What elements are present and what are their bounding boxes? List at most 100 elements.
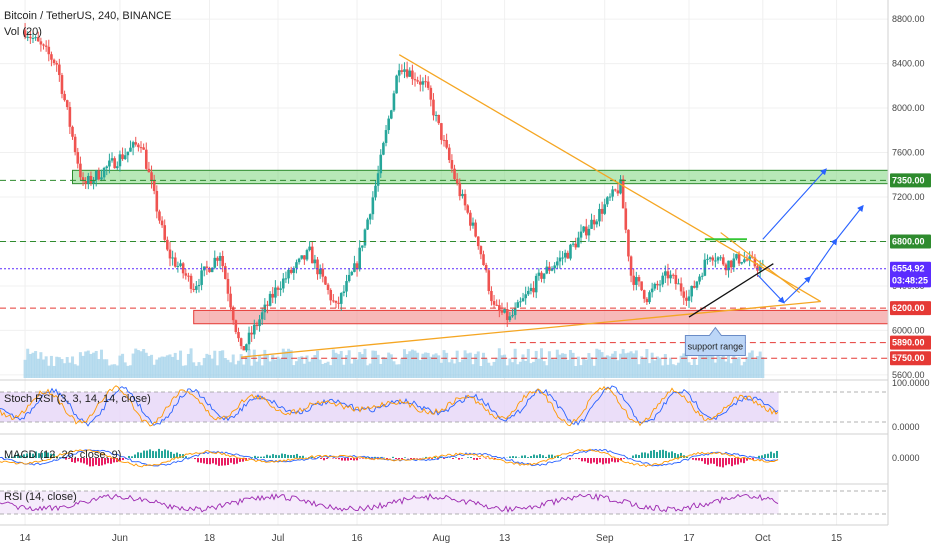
volume-bar bbox=[226, 359, 230, 378]
candle-body bbox=[458, 183, 462, 197]
candle-body bbox=[195, 286, 198, 290]
macd-histogram-bar bbox=[725, 458, 727, 466]
volume-bar bbox=[753, 359, 757, 378]
candle-body bbox=[656, 283, 659, 286]
macd-histogram-bar bbox=[20, 455, 22, 458]
volume-bar bbox=[265, 354, 269, 378]
candle-body bbox=[450, 160, 454, 169]
macd-histogram-bar bbox=[635, 454, 637, 458]
volume-bar bbox=[60, 359, 64, 378]
macd-histogram-bar bbox=[461, 458, 463, 459]
projection-arrow-up-3 bbox=[809, 238, 838, 278]
macd-histogram-bar bbox=[227, 458, 229, 465]
candle-body bbox=[463, 193, 467, 206]
macd-histogram-bar bbox=[650, 450, 652, 458]
macd-histogram-bar bbox=[209, 458, 211, 465]
macd-histogram-bar bbox=[728, 458, 730, 465]
volume-bar bbox=[210, 358, 214, 378]
volume-bar bbox=[468, 352, 472, 378]
candle-body bbox=[432, 99, 435, 116]
macd-histogram-bar bbox=[428, 458, 430, 459]
candle-body bbox=[287, 269, 290, 279]
candle-body bbox=[629, 256, 633, 276]
macd-histogram-bar bbox=[188, 457, 190, 458]
volume-bar bbox=[200, 365, 204, 378]
candle-body bbox=[326, 284, 330, 290]
candle-body bbox=[187, 275, 190, 277]
volume-bar bbox=[255, 361, 259, 378]
candle-body bbox=[310, 246, 314, 264]
candle-body bbox=[252, 324, 256, 335]
candle-body bbox=[115, 166, 119, 169]
candle-body bbox=[671, 274, 675, 276]
candle-body bbox=[234, 320, 238, 333]
macd-histogram-bar bbox=[83, 458, 85, 464]
macd-histogram-bar bbox=[605, 458, 607, 464]
candle-body bbox=[434, 114, 438, 116]
macd-histogram-bar bbox=[560, 457, 562, 458]
volume-bar bbox=[118, 355, 122, 378]
volume-bar bbox=[157, 357, 161, 378]
candle-body bbox=[540, 272, 543, 279]
candle-body bbox=[276, 287, 280, 290]
candle-body bbox=[184, 273, 188, 276]
candle-body bbox=[505, 308, 509, 321]
macd-histogram-bar bbox=[233, 458, 235, 465]
macd-histogram-bar bbox=[74, 458, 76, 463]
volume-bar bbox=[250, 365, 254, 378]
support-range-label: support range bbox=[688, 342, 744, 352]
macd-histogram-bar bbox=[695, 458, 697, 461]
candle-body bbox=[350, 271, 354, 275]
candle-body bbox=[368, 214, 372, 220]
candle-body bbox=[637, 277, 641, 282]
macd-histogram-bar bbox=[347, 458, 349, 461]
volume-bar bbox=[221, 350, 225, 378]
volume-bar bbox=[102, 359, 106, 378]
macd-histogram-bar bbox=[374, 456, 376, 458]
volume-bar bbox=[373, 350, 377, 378]
stoch-axis-100: 100.0000 bbox=[892, 378, 930, 388]
macd-histogram-bar bbox=[167, 450, 169, 458]
volume-bar bbox=[734, 358, 738, 378]
volume-bar bbox=[316, 350, 320, 378]
macd-histogram-bar bbox=[470, 457, 472, 458]
volume-bar bbox=[750, 350, 754, 378]
candle-body bbox=[123, 155, 127, 160]
volume-bar bbox=[721, 348, 725, 378]
volume-bar bbox=[495, 357, 499, 378]
macd-histogram-bar bbox=[542, 455, 544, 458]
volume-bar bbox=[294, 361, 298, 378]
volume-bar bbox=[126, 365, 130, 378]
candle-body bbox=[418, 81, 422, 85]
candle-body bbox=[706, 258, 709, 260]
candle-body bbox=[716, 257, 720, 261]
macd-histogram-bar bbox=[311, 456, 313, 458]
candle-body bbox=[47, 46, 51, 55]
macd-histogram-bar bbox=[401, 458, 403, 460]
candle-body bbox=[455, 179, 459, 184]
volume-bar bbox=[600, 352, 604, 378]
volume-bar bbox=[474, 353, 478, 378]
candle-body bbox=[579, 231, 583, 238]
macd-histogram-bar bbox=[404, 457, 406, 458]
volume-bar bbox=[84, 351, 88, 378]
volume-bar bbox=[229, 362, 233, 378]
volume-bar bbox=[458, 362, 462, 378]
volume-bar bbox=[558, 354, 562, 378]
volume-bar bbox=[513, 348, 517, 378]
time-tick-label: 16 bbox=[351, 533, 363, 544]
price-tick-label: 5600.00 bbox=[892, 370, 925, 380]
time-tick-label: Jun bbox=[112, 533, 128, 544]
candle-body bbox=[36, 37, 40, 42]
macd-histogram-bar bbox=[254, 455, 256, 458]
macd-pane bbox=[0, 433, 888, 468]
candle-body bbox=[139, 147, 143, 149]
macd-histogram-bar bbox=[758, 455, 760, 458]
candle-body bbox=[437, 114, 441, 124]
volume-bar bbox=[289, 350, 293, 378]
volume-bar bbox=[629, 351, 633, 378]
candle-body bbox=[58, 64, 61, 76]
candle-body bbox=[590, 219, 593, 229]
candle-body bbox=[68, 107, 72, 127]
